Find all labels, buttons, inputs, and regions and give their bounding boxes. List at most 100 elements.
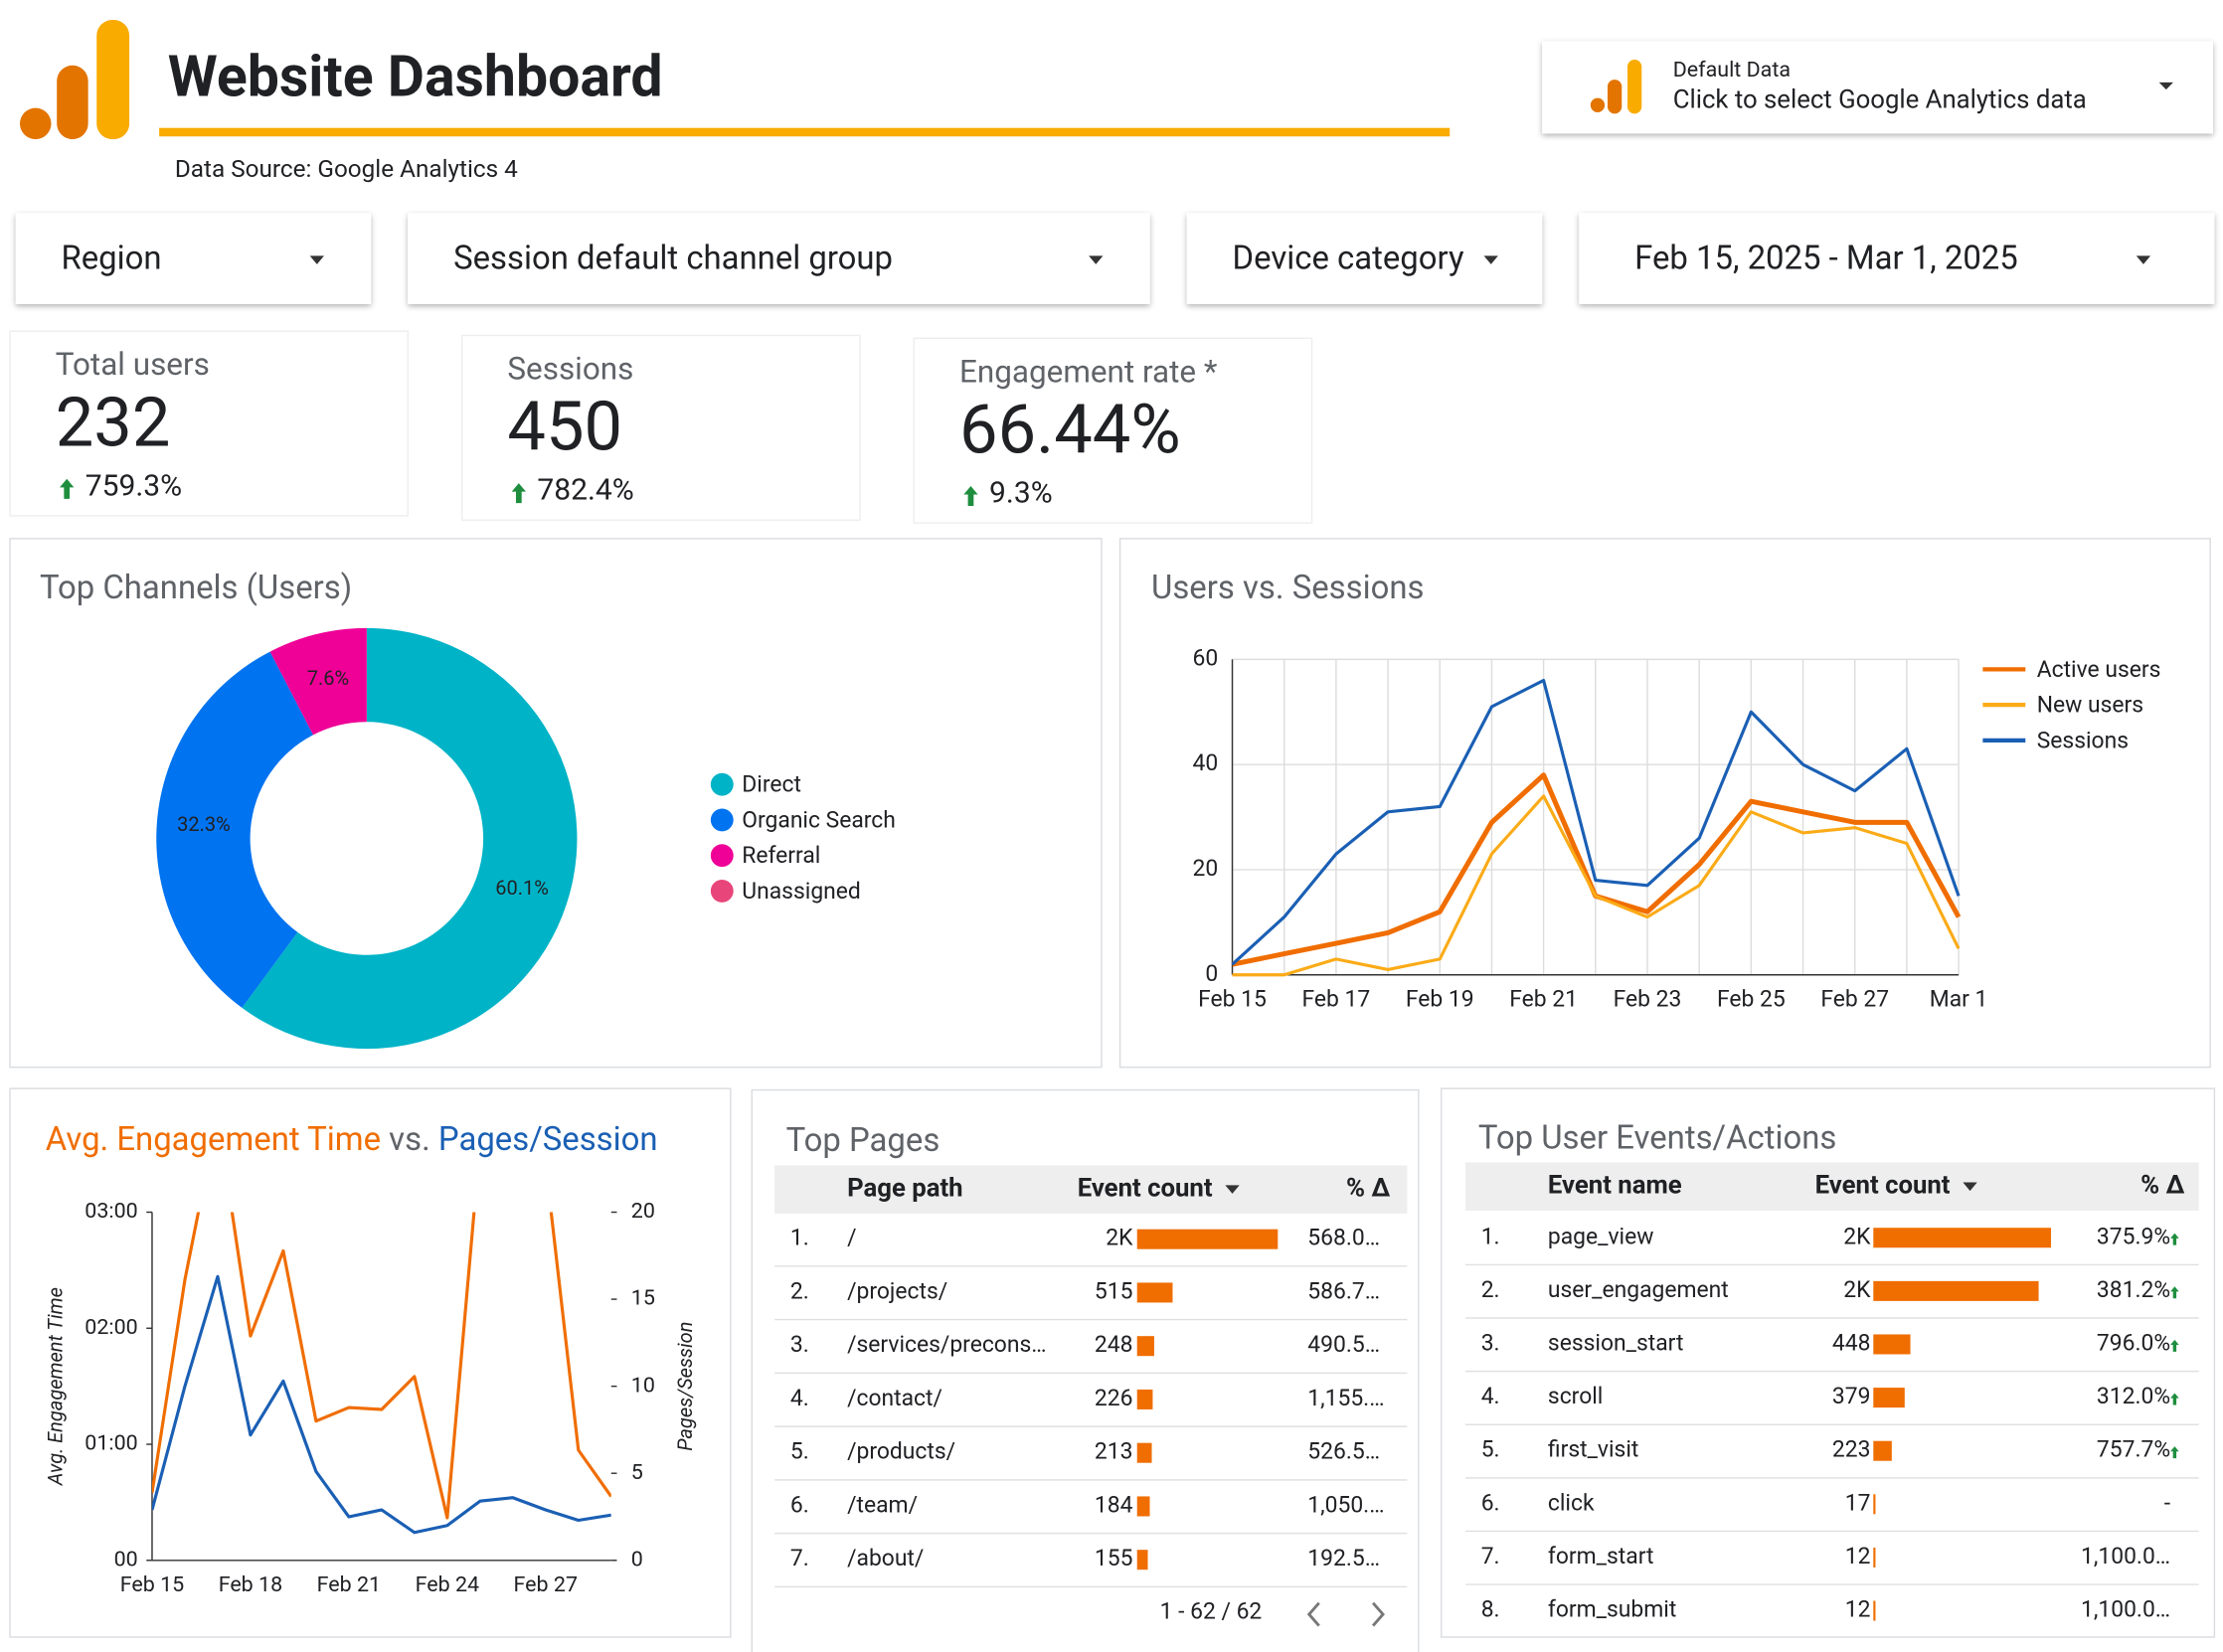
- row-change: 375.9%: [2097, 1223, 2170, 1249]
- series-line: [1231, 678, 1961, 966]
- filter-box[interactable]: [1186, 213, 1543, 304]
- y-tick-label: 0: [1205, 960, 1218, 987]
- table-title: Top Pages: [786, 1121, 940, 1160]
- y2-tick-label: 10: [631, 1373, 655, 1398]
- x-tick-label: Feb 27: [1820, 986, 1889, 1013]
- row-change: 192.5…: [1307, 1545, 1380, 1571]
- row-count: 2K: [1106, 1225, 1133, 1251]
- column-header: % Δ: [2140, 1171, 2184, 1201]
- count-bar: [1873, 1228, 2052, 1248]
- pie-slice: [242, 627, 578, 1050]
- count-bar: [1873, 1334, 1911, 1355]
- table-header: [1464, 1162, 2199, 1212]
- row-change: 381.2%: [2097, 1276, 2170, 1303]
- row-rank: 8.: [1481, 1596, 1500, 1623]
- title-part: Avg. Engagement Time: [46, 1120, 389, 1159]
- column-header: Event count: [1815, 1171, 1951, 1201]
- row-name: /about/: [847, 1545, 924, 1571]
- filter-label: Region: [61, 239, 161, 277]
- row-count: 448: [1832, 1330, 1871, 1357]
- x-tick-label: Feb 18: [219, 1572, 282, 1597]
- row-rank: 1.: [1481, 1223, 1500, 1249]
- data-control-icon: [1590, 60, 1642, 114]
- logo: [20, 20, 130, 140]
- count-bar: [1873, 1388, 1905, 1408]
- data-control-box[interactable]: [1542, 41, 2213, 134]
- prev-page[interactable]: [1306, 1601, 1320, 1627]
- count-bar: [1136, 1389, 1153, 1409]
- row-count: 248: [1095, 1331, 1133, 1358]
- row-count: 515: [1095, 1277, 1133, 1304]
- row-count: 2K: [1843, 1276, 1871, 1303]
- next-page[interactable]: [1371, 1601, 1385, 1627]
- x-tick-label: Feb 17: [1302, 986, 1371, 1013]
- count-bar: [1873, 1547, 1876, 1568]
- x-tick-label: Feb 15: [120, 1572, 184, 1597]
- legend-swatch: [710, 844, 734, 868]
- data-control-prompt: Click to select Google Analytics data: [1673, 84, 2087, 114]
- filter-box[interactable]: [408, 213, 1150, 304]
- column-header: Page path: [847, 1173, 963, 1203]
- y-tick-label: 20: [1193, 855, 1219, 882]
- filter-label: Device category: [1233, 239, 1464, 277]
- row-count: 184: [1095, 1492, 1133, 1519]
- scorecard-value: 232: [56, 382, 171, 462]
- data-control-label: Default Data: [1673, 58, 1791, 83]
- y-axis-label: Avg. Engagement Time: [43, 1287, 67, 1486]
- row-name: scroll: [1548, 1383, 1603, 1409]
- slice-label: 60.1%: [495, 876, 549, 900]
- x-tick-label: Feb 27: [514, 1572, 578, 1597]
- series-line: [151, 1274, 611, 1535]
- scorecard-label: Engagement rate *: [959, 353, 1218, 390]
- filter-box[interactable]: [1579, 213, 2215, 304]
- row-rank: 4.: [1481, 1383, 1500, 1409]
- up-arrow: [511, 483, 526, 504]
- data-control[interactable]: Default Data Click to select Google Anal…: [1542, 41, 2213, 134]
- scorecard: [460, 334, 861, 521]
- scorecard-value: 450: [507, 387, 622, 467]
- row-change: 1,050.…: [1307, 1492, 1384, 1519]
- filter-control[interactable]: Device category: [1186, 213, 1543, 304]
- up-arrow: [2170, 1286, 2179, 1299]
- row-change: 1,155.…: [1307, 1385, 1384, 1411]
- scorecard-label: Sessions: [507, 350, 633, 387]
- row-rank: 1.: [790, 1225, 809, 1251]
- count-bar: [1873, 1440, 1892, 1461]
- x-tick-label: Feb 24: [416, 1572, 479, 1597]
- row-count: 155: [1095, 1545, 1133, 1571]
- count-bar: [1873, 1280, 2039, 1301]
- row-change: 1,100.0…: [2081, 1596, 2170, 1623]
- filter-control[interactable]: Feb 15, 2025 - Mar 1, 2025: [1579, 213, 2215, 304]
- row-change: 312.0%: [2097, 1383, 2170, 1409]
- caret: [1225, 1185, 1240, 1194]
- row-name: /: [847, 1225, 856, 1251]
- chart-title: Users vs. Sessions: [1151, 569, 1424, 607]
- filter-control[interactable]: Session default channel group: [408, 213, 1150, 304]
- y2-tick-label: 20: [631, 1199, 655, 1224]
- y2-tick-label: 0: [631, 1547, 643, 1571]
- series-line: [1232, 794, 1961, 977]
- row-rank: 7.: [1481, 1543, 1500, 1569]
- row-count: 12: [1845, 1543, 1871, 1569]
- row-name: /team/: [847, 1492, 918, 1519]
- row-rank: 5.: [790, 1438, 809, 1465]
- x-tick-label: Feb 21: [317, 1572, 381, 1597]
- x-tick-label: Feb 15: [1198, 986, 1267, 1013]
- slice-label: 7.6%: [307, 666, 349, 690]
- filter-control[interactable]: Region: [15, 213, 372, 304]
- title-part: Pages/Session: [438, 1120, 658, 1159]
- up-arrow: [2170, 1233, 2179, 1245]
- scorecard-value: 66.44%: [959, 390, 1181, 470]
- row-count: 223: [1832, 1436, 1871, 1463]
- row-name: form_submit: [1548, 1596, 1676, 1623]
- chart-title: Top Channels (Users): [40, 569, 352, 607]
- table-title: Top User Events/Actions: [1478, 1118, 1837, 1157]
- legend-swatch: [710, 808, 734, 832]
- filter-box[interactable]: [15, 213, 372, 304]
- row-name: /products/: [847, 1438, 955, 1465]
- column-header: Event name: [1548, 1171, 1682, 1201]
- scorecard-change: 759.3%: [86, 468, 182, 503]
- slice-label: 32.3%: [177, 812, 231, 836]
